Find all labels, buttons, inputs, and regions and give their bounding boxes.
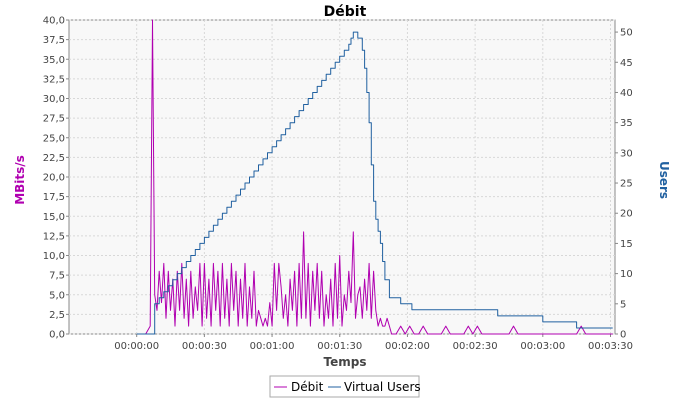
- x-tick-label: 00:01:30: [317, 341, 362, 352]
- right-tick-label: 35: [620, 118, 633, 129]
- series-line-debit: [145, 19, 613, 335]
- left-tick-label: 10,0: [43, 251, 65, 262]
- left-tick-label: 30,0: [43, 94, 65, 105]
- left-tick-label: 40,0: [43, 16, 65, 27]
- x-tick-label: 00:01:00: [250, 341, 295, 352]
- right-tick-label: 15: [620, 239, 633, 250]
- right-axis: 0 5 10 15 20 25 30 35 40 45 50: [615, 28, 633, 341]
- x-axis: 00:00:00 00:00:30 00:01:00 00:01:30 00:02:00…: [114, 334, 633, 352]
- left-tick-label: 32,5: [43, 74, 65, 85]
- right-tick-label: 10: [620, 269, 633, 280]
- left-tick-label: 0,0: [49, 330, 65, 341]
- left-tick-label: 5,0: [49, 290, 65, 301]
- right-tick-label: 50: [620, 28, 633, 39]
- left-tick-label: 20,0: [43, 173, 65, 184]
- legend-box: [269, 375, 420, 398]
- right-tick-label: 0: [620, 330, 626, 341]
- chart-title: Débit: [324, 4, 367, 20]
- left-tick-label: 25,0: [43, 133, 65, 144]
- right-tick-label: 45: [620, 58, 633, 69]
- series-line-virtual-users: [136, 31, 613, 335]
- left-tick-label: 22,5: [43, 153, 65, 164]
- x-tick-label: 00:02:00: [385, 341, 430, 352]
- left-tick-label: 37,5: [43, 35, 65, 46]
- left-tick-label: 7,5: [49, 271, 65, 282]
- x-tick-label: 00:03:30: [588, 341, 633, 352]
- left-tick-label: 12,5: [43, 231, 65, 242]
- x-tick-label: 00:02:30: [453, 341, 498, 352]
- grid: [69, 19, 615, 335]
- x-tick-label: 00:00:00: [114, 341, 159, 352]
- x-tick-label: 00:00:30: [182, 341, 227, 352]
- left-tick-label: 35,0: [43, 55, 65, 66]
- right-tick-label: 40: [620, 88, 633, 99]
- legend: Débit Virtual Users: [269, 375, 421, 398]
- right-axis-title: Users: [657, 161, 671, 199]
- left-tick-label: 17,5: [43, 192, 65, 203]
- legend-label-debit: Débit: [291, 380, 324, 394]
- series-layer: [136, 19, 613, 335]
- right-tick-label: 25: [620, 179, 633, 190]
- left-tick-label: 2,5: [49, 310, 65, 321]
- left-axis: 0,0 2,5 5,0 7,5 10,0 12,5 15,0 17,5 20,0 22,5 25,0…: [43, 16, 69, 341]
- legend-label-users: Virtual Users: [344, 380, 421, 394]
- x-tick-label: 00:03:00: [520, 341, 565, 352]
- right-tick-label: 30: [620, 148, 633, 159]
- left-tick-label: 15,0: [43, 212, 65, 223]
- right-tick-label: 5: [620, 299, 626, 310]
- left-tick-label: 27,5: [43, 114, 65, 125]
- left-axis-title: MBits/s: [13, 155, 27, 205]
- x-axis-title: Temps: [324, 355, 367, 369]
- right-tick-label: 20: [620, 209, 633, 220]
